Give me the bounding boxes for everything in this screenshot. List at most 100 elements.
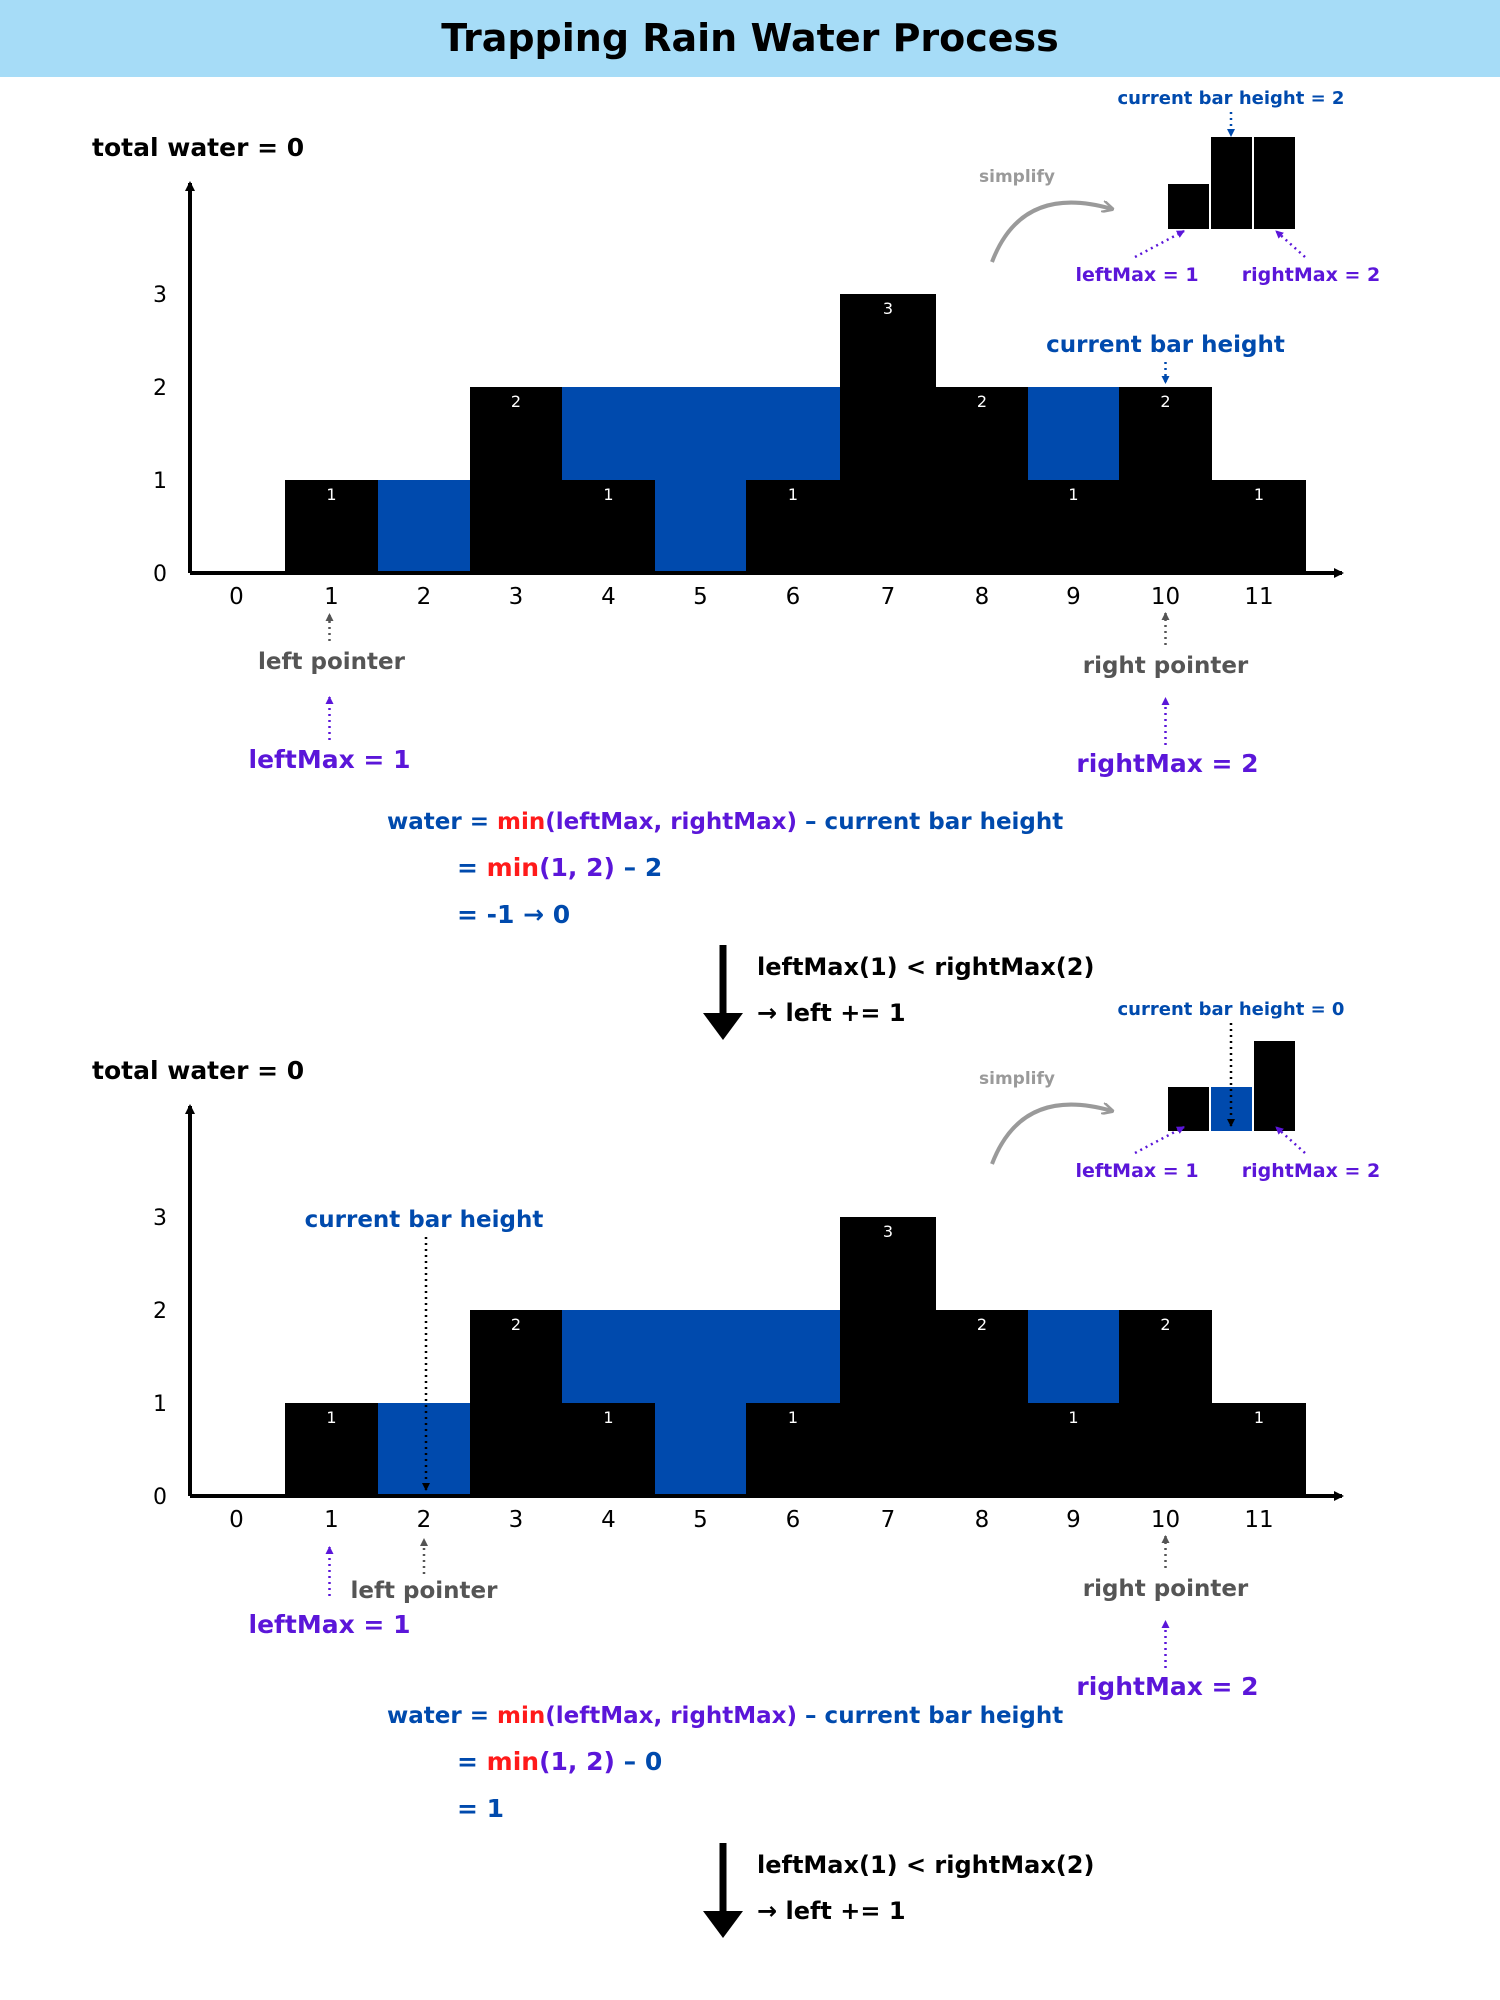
bar-value-label: 2 <box>1160 392 1170 411</box>
x-tick-label: 6 <box>786 584 801 610</box>
x-tick-label: 1 <box>324 584 339 610</box>
simplify-inset: current bar height = 0 leftMax = 1 rightMa… <box>979 999 1380 1182</box>
simplify-label: simplify <box>979 167 1055 187</box>
bar <box>470 387 562 573</box>
formula-segment: min <box>487 1747 539 1776</box>
x-tick-label: 4 <box>601 1507 616 1533</box>
right-max-label: rightMax = 2 <box>1076 1672 1258 1701</box>
water-fill <box>1028 387 1119 480</box>
water-fill <box>655 1310 746 1496</box>
simplify-left-arrow <box>1134 229 1185 259</box>
left-pointer-label: left pointer <box>258 649 406 675</box>
formula-segment: – 2 <box>615 853 662 882</box>
total-water-label: total water = 0 <box>92 1056 304 1085</box>
simplify-inset: current bar height = 2 leftMax = 1 rightMa… <box>979 88 1380 286</box>
simplify-bar <box>1166 1085 1211 1133</box>
y-tick-label: 0 <box>153 1485 167 1510</box>
left-max-label: leftMax = 1 <box>249 745 411 774</box>
formula-segment: min <box>487 853 539 882</box>
bar <box>1212 480 1306 573</box>
water-fill <box>378 480 470 573</box>
formula-segment: (leftMax, rightMax) <box>545 809 797 835</box>
y-tick-label: 3 <box>153 283 167 308</box>
bar-value-label: 2 <box>1160 1315 1170 1334</box>
decision-line-2: → left += 1 <box>757 999 906 1027</box>
bar <box>936 1310 1028 1496</box>
simplify-left-label: leftMax = 1 <box>1075 1160 1198 1182</box>
formula-segment: water = <box>387 809 497 835</box>
formula-segment: min <box>497 1703 545 1729</box>
x-tick-label: 9 <box>1066 584 1081 610</box>
formula-segment: (1, 2) <box>539 1747 615 1776</box>
x-tick-label: 2 <box>417 584 432 610</box>
water-fill <box>746 387 840 480</box>
formula-segment: min <box>497 809 545 835</box>
x-tick-label: 11 <box>1244 1507 1273 1533</box>
bar <box>746 480 840 573</box>
simplify-current-label: current bar height = 0 <box>1118 999 1345 1020</box>
x-tick-label: 4 <box>601 584 616 610</box>
formula-line-2: = min(1, 2) – 0 <box>457 1747 662 1776</box>
formula-segment: water = <box>387 1703 497 1729</box>
bar-value-label: 1 <box>1254 485 1264 504</box>
y-tick-label: 2 <box>153 1299 167 1324</box>
x-tick-label: 10 <box>1151 1507 1180 1533</box>
bar <box>562 480 655 573</box>
simplify-left-label: leftMax = 1 <box>1075 264 1198 286</box>
water-fill <box>378 1403 470 1496</box>
formula-segment: – current bar height <box>797 1703 1063 1729</box>
bar <box>1119 387 1212 573</box>
bar <box>1212 1403 1306 1496</box>
decision-line-2: → left += 1 <box>757 1897 906 1925</box>
simplify-bar <box>1252 1039 1297 1133</box>
simplify-right-arrow <box>1275 1126 1306 1154</box>
simplify-right-arrow <box>1275 230 1306 258</box>
x-tick-label: 8 <box>975 584 990 610</box>
bar-value-label: 1 <box>788 485 798 504</box>
bar <box>562 1403 655 1496</box>
x-tick-label: 11 <box>1244 584 1273 610</box>
bar-value-label: 1 <box>1254 1408 1264 1427</box>
x-tick-label: 7 <box>881 1507 896 1533</box>
bar-value-label: 1 <box>326 1408 336 1427</box>
bar-value-label: 1 <box>326 485 336 504</box>
bar-value-label: 1 <box>603 1408 613 1427</box>
current-bar-label: current bar height <box>1046 332 1285 358</box>
formula-line-3: = -1 → 0 <box>457 900 570 929</box>
water-fill <box>562 1310 655 1403</box>
decision-arrow-head <box>703 1911 743 1938</box>
simplify-right-label: rightMax = 2 <box>1242 1160 1380 1182</box>
bar <box>1028 480 1119 573</box>
simplify-curved-arrow <box>990 203 1112 263</box>
formula-segment: (leftMax, rightMax) <box>545 1703 797 1729</box>
formula-segment: = <box>457 1747 487 1776</box>
x-tick-label: 7 <box>881 584 896 610</box>
bar-value-label: 2 <box>511 1315 521 1334</box>
x-tick-label: 5 <box>693 584 708 610</box>
simplify-bar <box>1252 135 1297 231</box>
bar <box>746 1403 840 1496</box>
bar-value-label: 3 <box>883 299 893 318</box>
formula-segment: (1, 2) <box>539 853 615 882</box>
formula-segment: = <box>457 853 487 882</box>
y-tick-label: 1 <box>153 469 167 494</box>
bar <box>285 480 378 573</box>
header-banner <box>0 0 1500 77</box>
bar <box>285 1403 378 1496</box>
bar-value-label: 1 <box>1068 485 1078 504</box>
x-tick-label: 1 <box>324 1507 339 1533</box>
x-tick-label: 6 <box>786 1507 801 1533</box>
formula-segment: – current bar height <box>797 809 1063 835</box>
x-tick-label: 8 <box>975 1507 990 1533</box>
formula-segment: – 0 <box>615 1747 662 1776</box>
bar <box>840 1217 936 1496</box>
water-fill <box>746 1310 840 1403</box>
decision-arrow-head <box>703 1013 743 1040</box>
formula-line-1: water = min(leftMax, rightMax) – current… <box>387 1703 1063 1729</box>
x-tick-label: 5 <box>693 1507 708 1533</box>
x-tick-label: 3 <box>509 584 524 610</box>
bar-value-label: 2 <box>977 1315 987 1334</box>
y-tick-label: 3 <box>153 1206 167 1231</box>
